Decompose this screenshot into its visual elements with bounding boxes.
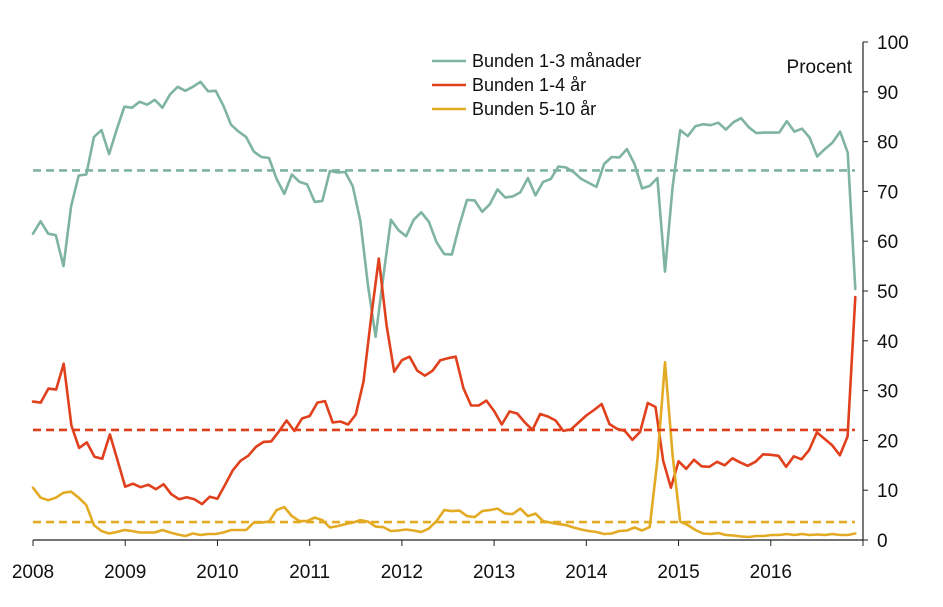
legend-label-1: Bunden 1-3 månader [472, 51, 641, 71]
x-tick-label: 2008 [12, 562, 54, 583]
x-tick-label: 2015 [657, 562, 699, 583]
y-tick-label: 0 [877, 531, 888, 552]
y-axis: 0 10 20 30 40 50 60 70 80 90 100 [862, 33, 909, 552]
x-tick-label: 2014 [565, 562, 608, 583]
x-tick-label: 2013 [473, 562, 515, 583]
y-tick-label: 40 [877, 332, 898, 353]
x-tick-label: 2016 [750, 562, 792, 583]
x-tick-label: 2010 [196, 562, 238, 583]
y-tick-label: 10 [877, 481, 898, 502]
average-lines [33, 169, 855, 524]
y-unit-label: Procent [787, 57, 853, 78]
series-line-1 [31, 80, 857, 339]
x-tick-label: 2009 [104, 562, 146, 583]
y-tick-label: 30 [877, 382, 898, 403]
x-axis: 2008 2009 2010 2011 2012 2013 2014 2015 2016 [12, 539, 864, 583]
legend-label-3: Bunden 5-10 år [472, 99, 596, 119]
legend: Bunden 1-3 månader Bunden 1-4 år Bunden 5-… [432, 51, 641, 119]
y-tick-label: 70 [877, 182, 898, 203]
y-tick-label: 50 [877, 282, 898, 303]
y-tick-label: 60 [877, 232, 898, 253]
y-tick-label: 80 [877, 133, 898, 154]
series-line-3 [31, 360, 857, 539]
legend-label-2: Bunden 1-4 år [472, 75, 586, 95]
y-tick-label: 20 [877, 431, 898, 452]
x-tick-label: 2012 [381, 562, 423, 583]
y-tick-label: 90 [877, 83, 898, 104]
y-tick-label: 100 [877, 33, 909, 54]
x-tick-label: 2011 [289, 562, 330, 583]
series-lines [31, 80, 857, 539]
series-line-2 [31, 257, 857, 506]
